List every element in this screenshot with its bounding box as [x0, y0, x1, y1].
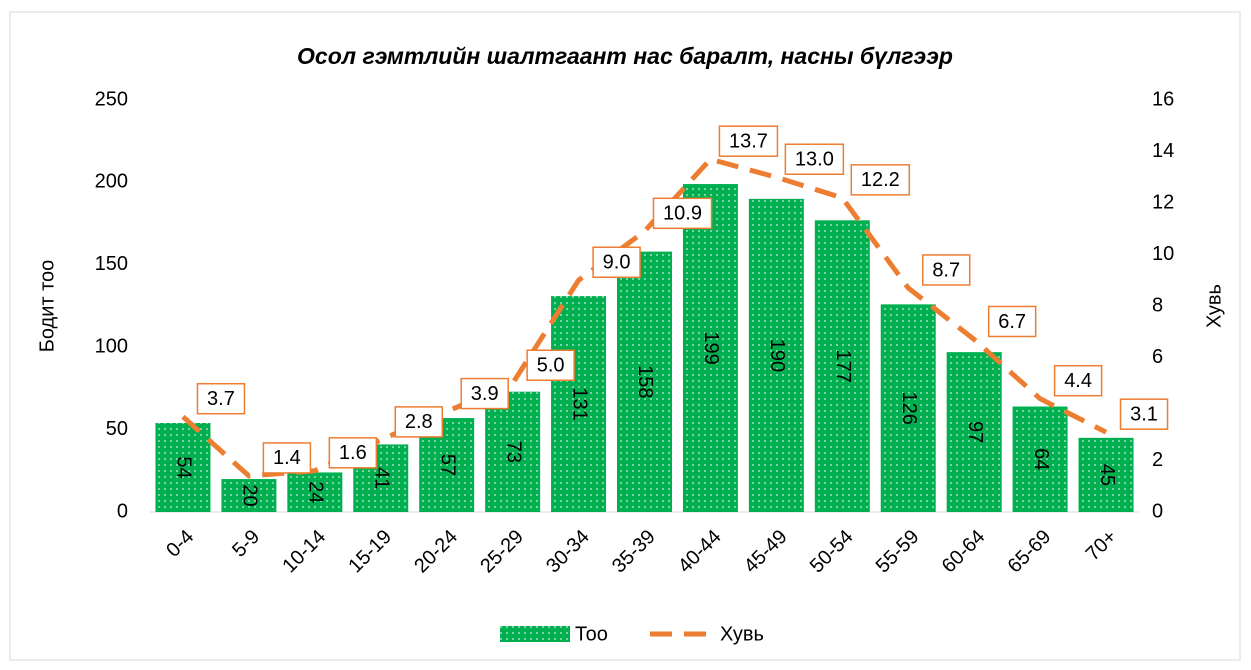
y-tick-label: 100: [95, 335, 128, 357]
bar-value-label: 24: [305, 481, 327, 503]
value-label-box: [592, 246, 641, 278]
bar: [880, 304, 936, 512]
legend-label: Хувь: [720, 623, 764, 645]
value-label-box: [1053, 364, 1103, 397]
line-value-label: 3.1: [1130, 403, 1158, 425]
bar-value-label: 190: [766, 339, 788, 372]
value-label-box: [460, 377, 509, 410]
legend-label: Тоо: [575, 623, 608, 645]
bar: [287, 472, 343, 512]
line-value-label: 6.7: [998, 311, 1026, 333]
bar-value-label: 73: [502, 441, 524, 463]
line-value-label: 4.4: [1064, 370, 1092, 392]
bar-value-label: 131: [568, 387, 590, 420]
y-tick-label: 250: [95, 88, 128, 110]
line-value-label: 9.0: [603, 252, 631, 274]
line-value-label: 10.9: [663, 203, 702, 225]
value-label-box: [196, 382, 246, 415]
bar: [1012, 406, 1068, 512]
value-label-box: [784, 143, 845, 175]
y2-tick-label: 14: [1152, 140, 1174, 162]
value-label-box: [394, 406, 444, 438]
bar-value-label: 57: [436, 454, 458, 476]
y2-axis-label: Хувь: [1203, 284, 1225, 328]
bar: [551, 296, 607, 512]
bar: [1078, 437, 1134, 512]
bar-value-label: 41: [370, 467, 392, 489]
y-tick-label: 150: [95, 253, 128, 275]
value-label-box: [1119, 398, 1169, 430]
line-value-label: 1.6: [339, 442, 367, 464]
bar-value-label: 177: [832, 349, 854, 382]
bar: [155, 423, 211, 512]
line-value-label: 12.2: [861, 169, 900, 191]
line-value-label: 5.0: [537, 355, 565, 377]
line-value-label: 8.7: [932, 259, 960, 281]
bar-value-label: 158: [634, 365, 656, 398]
line-value-label: 3.7: [207, 388, 235, 410]
line-value-label: 2.8: [405, 411, 433, 433]
bar: [946, 352, 1002, 512]
y-tick-label: 50: [106, 418, 128, 440]
y2-tick-label: 8: [1152, 294, 1163, 316]
value-label-box: [987, 305, 1037, 338]
line-value-label: 13.7: [729, 131, 768, 153]
bar: [617, 251, 672, 512]
bar-value-label: 20: [239, 484, 261, 506]
y-tick-label: 0: [117, 500, 128, 522]
bar: [485, 391, 541, 512]
bar-value-label: 64: [1030, 448, 1052, 470]
value-label-box: [850, 164, 911, 196]
line-value-label: 13.0: [795, 149, 834, 171]
bar-value-label: 199: [700, 331, 722, 364]
bar-value-label: 126: [898, 391, 920, 424]
line-value-label: 1.4: [273, 447, 301, 469]
bar: [748, 198, 804, 512]
bar-value-label: 97: [964, 421, 986, 443]
line-value-label: 3.9: [471, 383, 499, 405]
value-label-box: [262, 442, 312, 474]
legend-swatch: [500, 626, 570, 642]
y2-tick-label: 12: [1152, 191, 1174, 213]
bar-value-label: 45: [1096, 464, 1118, 486]
bar: [682, 184, 738, 512]
value-label-box: [718, 125, 779, 157]
value-label-box: [921, 254, 971, 286]
value-label-box: [652, 197, 713, 230]
bar-value-label: 54: [173, 456, 195, 478]
bar: [221, 479, 277, 512]
y-axis-label: Бодит тоо: [36, 260, 58, 353]
y2-tick-label: 2: [1152, 449, 1163, 471]
chart-title: Осол гэмтлийн шалтгаант нас баралт, насн…: [297, 43, 953, 69]
y2-tick-label: 10: [1152, 243, 1174, 265]
y2-tick-label: 0: [1152, 500, 1163, 522]
value-label-box: [526, 349, 575, 381]
y-tick-label: 200: [95, 171, 128, 193]
y2-tick-label: 6: [1152, 346, 1163, 368]
y2-tick-label: 16: [1152, 88, 1174, 110]
value-label-box: [328, 437, 378, 469]
bar: [814, 220, 870, 512]
